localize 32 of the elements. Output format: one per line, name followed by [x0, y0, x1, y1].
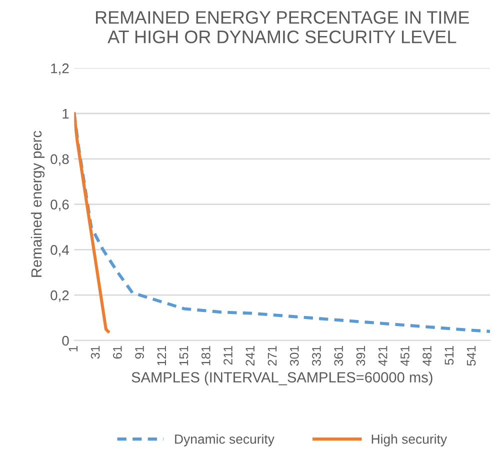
x-tick-label: 511 [444, 346, 454, 365]
x-tick-label: 181 [201, 346, 210, 366]
x-tick-label: 361 [334, 346, 344, 366]
legend-label: High security [372, 434, 448, 446]
x-tick-label: 31 [90, 346, 100, 359]
x-tick-label: 211 [224, 346, 232, 365]
y-tick-label: 0,2 [50, 290, 69, 302]
x-tick-label: 271 [268, 346, 277, 366]
x-tick-label: 121 [157, 346, 166, 366]
x-tick-label: 61 [112, 346, 122, 359]
y-tick-label: 0,8 [50, 154, 69, 166]
y-tick-label: 0,6 [50, 200, 69, 212]
y-tick-label: 0 [62, 336, 69, 346]
legend-label: Dynamic security [175, 434, 274, 446]
x-tick-label: 451 [400, 346, 410, 366]
x-axis-title: SAMPLES (INTERVAL_SAMPLES=60000 ms) [132, 372, 432, 386]
x-tick-label: 241 [246, 346, 254, 366]
y-tick-label: 1 [62, 108, 69, 119]
x-tick-label: 301 [290, 346, 299, 366]
y-axis-title: Remained energy perc [30, 130, 45, 277]
chart-title: REMAINED ENERGY PERCENTAGE IN TIME AT HIGH OR DYNAMIC SECURITY LEVEL [96, 11, 469, 44]
x-tick-label: 541 [466, 346, 476, 366]
x-tick-label: 151 [179, 346, 188, 366]
line-series [74, 112, 110, 333]
y-tick-label: 1,2 [51, 63, 69, 75]
x-tick-label: 91 [135, 346, 144, 359]
x-tick-label: 421 [378, 346, 388, 366]
x-tick-label: 391 [356, 346, 366, 366]
y-tick-label: 0,4 [50, 245, 69, 257]
x-tick-label: 1 [68, 346, 78, 352]
x-tick-label: 481 [422, 346, 432, 366]
x-tick-label: 331 [312, 346, 321, 366]
